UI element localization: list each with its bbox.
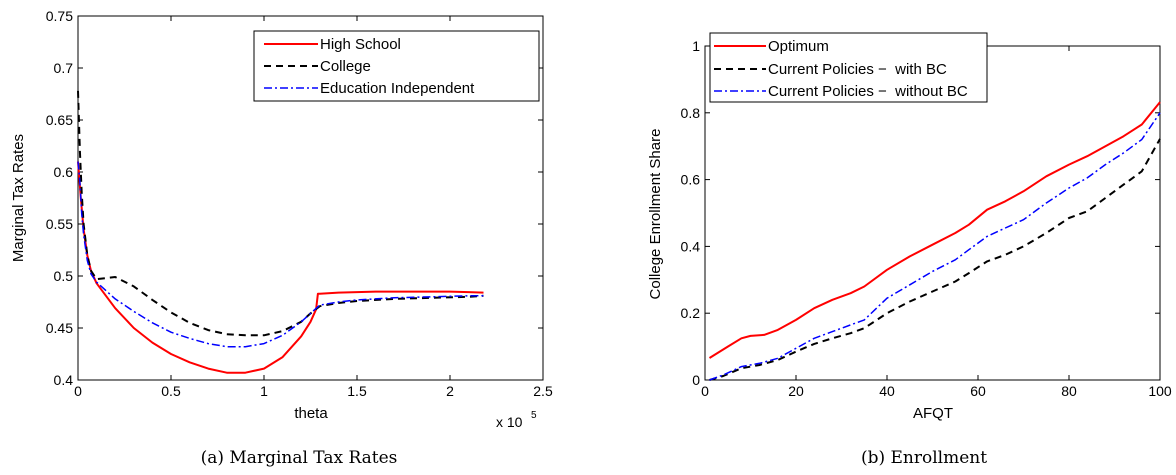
x-tick-label: 1.5 <box>347 383 367 399</box>
series-line-3 <box>709 112 1161 381</box>
y-axis-label: Marginal Tax Rates <box>10 134 27 262</box>
y-tick-label: 1 <box>692 38 700 54</box>
series-line-1 <box>77 161 484 374</box>
y-tick-label: 0.4 <box>54 372 74 388</box>
plot-frame <box>77 15 544 381</box>
caption-b: (b) Enrollment <box>861 448 987 468</box>
y-tick-label: 0.75 <box>46 8 73 24</box>
series-line-1 <box>708 101 1161 359</box>
series-lines <box>77 90 484 374</box>
series-line-2 <box>77 90 484 337</box>
x-tick-label: 2 <box>446 383 454 399</box>
series-line-3 <box>77 161 484 348</box>
tick-marks <box>77 15 544 381</box>
x-tick-label: 40 <box>879 383 895 399</box>
x-tick-label: 1 <box>260 383 268 399</box>
series-lines <box>708 101 1161 381</box>
x-tick-label: 60 <box>970 383 986 399</box>
y-tick-label: 0.2 <box>681 305 701 321</box>
y-tick-label: 0.65 <box>46 112 73 128</box>
legend-label-education-independent: Education Independent <box>320 80 475 97</box>
legend-label-without-bc: Current Policies − without BC <box>768 83 968 100</box>
tick-labels: 0 0.5 1 1.5 2 2.5 0.4 0.45 0.5 0.55 0.6 0.65 0.7 0.75 <box>46 8 553 399</box>
legend: Optimum Current Policies − with BC Curre… <box>709 32 988 103</box>
legend-label-with-bc: Current Policies − with BC <box>768 61 947 78</box>
x-tick-label: 0.5 <box>161 383 181 399</box>
y-tick-label: 0.55 <box>46 216 73 232</box>
x-tick-label: 2.5 <box>533 383 553 399</box>
legend-label-college: College <box>320 58 371 75</box>
legend: High School College Education Independen… <box>253 30 540 102</box>
y-tick-label: 0.5 <box>54 268 74 284</box>
legend-box <box>709 32 988 103</box>
x-tick-label: 80 <box>1061 383 1077 399</box>
x-tick-label: 100 <box>1148 383 1172 399</box>
x-tick-label: 0 <box>74 383 82 399</box>
y-tick-label: 0 <box>692 372 700 388</box>
y-tick-label: 0.8 <box>681 105 701 121</box>
x-multiplier: x 10 5 <box>496 410 537 430</box>
x-tick-label: 20 <box>788 383 804 399</box>
y-tick-label: 0.45 <box>46 320 73 336</box>
caption-a: (a) Marginal Tax Rates <box>201 448 398 468</box>
x-multiplier-base: x 10 <box>496 414 523 430</box>
chart-marginal-tax-rates: 0 0.5 1 1.5 2 2.5 0.4 0.45 0.5 0.55 0.6 0.65 0.7 0.75… <box>10 8 553 468</box>
chart-enrollment: 0 20 40 60 80 100 0 0.2 0.4 0.6 0.8 1 AFQT College … <box>647 32 1172 468</box>
y-tick-label: 0.6 <box>681 172 701 188</box>
y-tick-label: 0.4 <box>681 238 701 254</box>
x-tick-label: 0 <box>701 383 709 399</box>
x-multiplier-exponent: 5 <box>531 410 537 421</box>
series-line-2 <box>709 138 1161 381</box>
y-tick-label: 0.6 <box>54 164 74 180</box>
legend-label-high-school: High School <box>320 36 401 53</box>
legend-label-optimum: Optimum <box>768 38 829 55</box>
y-axis-label: College Enrollment Share <box>647 129 664 300</box>
x-axis-label: AFQT <box>913 405 953 422</box>
tick-labels: 0 20 40 60 80 100 0 0.2 0.4 0.6 0.8 1 <box>681 38 1172 399</box>
y-tick-label: 0.7 <box>54 60 74 76</box>
x-axis-label: theta <box>294 405 328 422</box>
